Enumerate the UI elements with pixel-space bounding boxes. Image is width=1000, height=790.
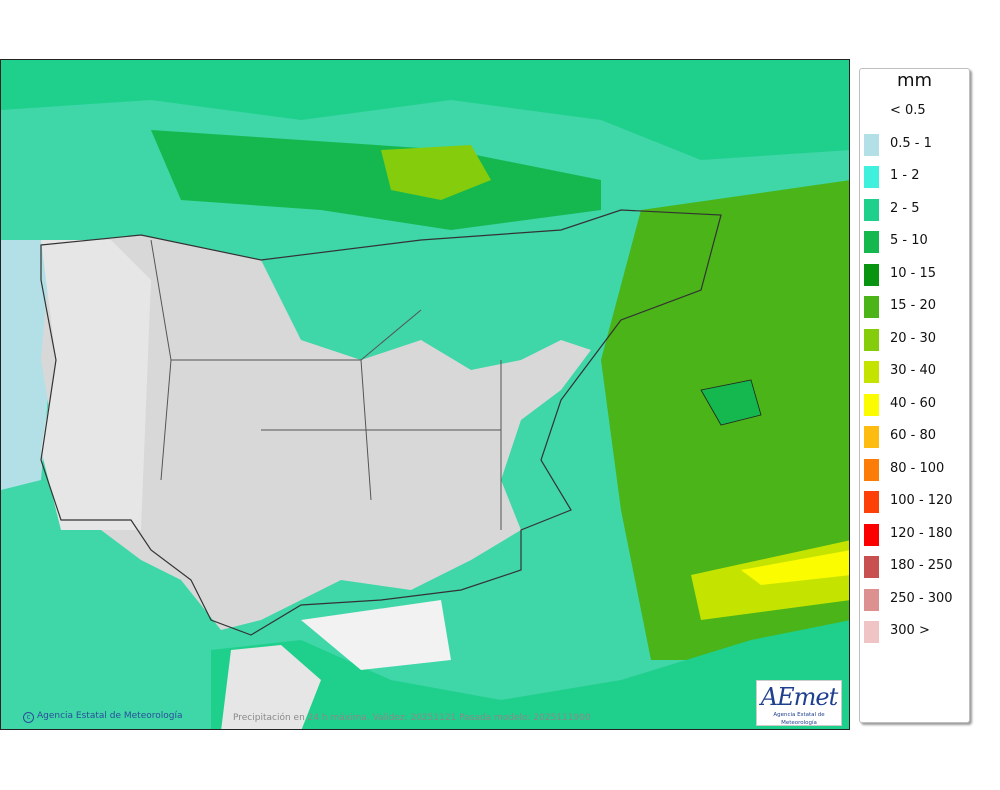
legend-row: 80 - 100 <box>860 457 969 481</box>
legend-row: 120 - 180 <box>860 522 969 546</box>
legend-swatch <box>864 361 879 383</box>
portugal-land <box>41 240 151 530</box>
legend-swatch <box>864 133 879 156</box>
legend-label: 120 - 180 <box>890 525 953 541</box>
legend-row: 100 - 120 <box>860 489 969 513</box>
legend-label: 40 - 60 <box>890 395 937 411</box>
legend-label: 100 - 120 <box>890 493 953 508</box>
legend-row: 180 - 250 <box>860 554 969 578</box>
precipitation-map: c Agencia Estatal de Meteorología Precipi… <box>0 59 850 730</box>
north-basque-peak <box>381 145 491 200</box>
alboran-white <box>301 600 451 670</box>
legend-label: 80 - 100 <box>890 460 945 476</box>
legend-label: 15 - 20 <box>890 298 937 313</box>
legend-swatch <box>864 393 879 416</box>
north-cantabrian-heavy <box>151 130 601 230</box>
peninsula-dry-area <box>41 235 591 630</box>
aemet-logo: AEmet Agencia Estatal de Meteorología <box>756 680 842 726</box>
balearic-island <box>700 379 762 426</box>
legend-swatch <box>864 328 879 351</box>
legend-label: 2 - 5 <box>890 200 920 216</box>
legend-swatch <box>864 198 879 221</box>
legend-row: 0.5 - 1 <box>860 132 969 156</box>
legend-swatch <box>864 263 879 286</box>
legend-swatch <box>864 458 879 481</box>
north-africa-coast <box>211 620 849 729</box>
legend-swatch <box>864 491 879 513</box>
legend-swatch <box>864 101 879 123</box>
legend-label: 30 - 40 <box>890 363 937 378</box>
interior-borders <box>150 239 502 530</box>
legend-swatch <box>864 588 879 611</box>
coastline <box>40 209 722 636</box>
legend-swatch <box>864 231 879 253</box>
mediterranean-band-peak <box>741 550 849 585</box>
legend-swatch <box>864 426 879 448</box>
legend-row: 40 - 60 <box>860 392 969 416</box>
legend-swatch <box>864 296 879 318</box>
legend-swatch <box>864 523 879 546</box>
map-canvas <box>1 60 849 729</box>
legend-title: mm <box>896 70 933 91</box>
legend-row: 60 - 80 <box>860 424 969 448</box>
aemet-logo-subtitle: Agencia Estatal de Meteorología <box>773 712 825 726</box>
legend-label: 300 > <box>890 623 930 638</box>
legend-label: 250 - 300 <box>890 590 953 606</box>
legend-label: 10 - 15 <box>890 265 937 281</box>
legend-row: 2 - 5 <box>860 197 969 221</box>
legend-row: 300 > <box>860 619 969 643</box>
legend-row: 20 - 30 <box>860 327 969 351</box>
copyright-text: Agencia Estatal de Meteorología <box>37 711 183 721</box>
precipitation-legend: mm < 0.5 0.5 - 1 1 - 2 2 - 5 5 - 10 10 - 15 15… <box>859 68 970 723</box>
legend-label: 5 - 10 <box>890 233 928 248</box>
aemet-logo-mark: AEmet <box>760 683 838 711</box>
legend-row: 30 - 40 <box>860 359 969 383</box>
legend-label: 20 - 30 <box>890 330 937 346</box>
copyright-notice: c Agencia Estatal de Meteorología <box>23 711 183 723</box>
legend-label: 180 - 250 <box>890 558 953 573</box>
legend-label: 1 - 2 <box>890 168 920 183</box>
legend-label: 60 - 80 <box>890 428 937 443</box>
legend-swatch <box>864 556 879 578</box>
legend-row: 250 - 300 <box>860 587 969 611</box>
map-caption: Precipitación en 24 h máxima. Validez: 2… <box>233 713 591 723</box>
copyright-icon: c <box>23 712 34 723</box>
morocco-dry <box>221 645 321 729</box>
legend-swatch <box>864 621 879 643</box>
legend-row: 5 - 10 <box>860 229 969 253</box>
legend-row: < 0.5 <box>860 99 969 123</box>
legend-label: < 0.5 <box>890 103 926 118</box>
legend-label: 0.5 - 1 <box>890 135 932 151</box>
legend-row: 10 - 15 <box>860 262 969 286</box>
legend-swatch <box>864 166 879 188</box>
north-cantabrian-band <box>1 60 849 160</box>
legend-row: 1 - 2 <box>860 164 969 188</box>
legend-row: 15 - 20 <box>860 294 969 318</box>
